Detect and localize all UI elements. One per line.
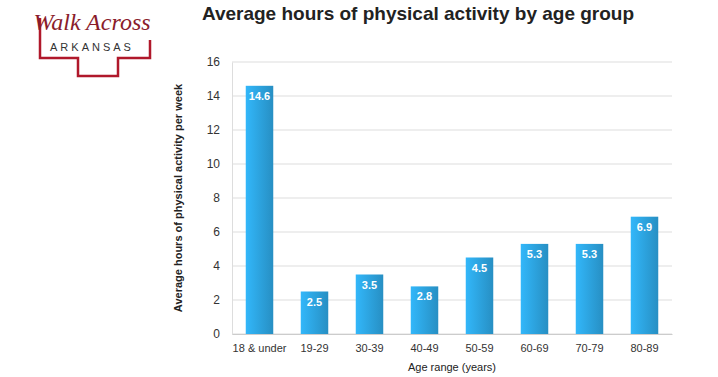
logo: Walk Across ARKANSAS <box>33 9 150 76</box>
tick: 60-69 <box>520 334 548 354</box>
data-label: 5.3 <box>582 248 597 260</box>
data-label: 6.9 <box>637 221 652 233</box>
tick-label: 2 <box>213 293 220 307</box>
tick: 4 <box>213 259 232 273</box>
bar <box>411 286 439 334</box>
data-labels: 14.6 2.5 3.5 2.8 4.5 5.3 5.3 6.9 <box>249 90 652 308</box>
y-axis-title: Average hours of physical activity per w… <box>172 83 184 312</box>
tick: 0 <box>213 327 232 341</box>
grid-line <box>232 334 672 335</box>
data-label: 14.6 <box>249 90 270 102</box>
bars <box>246 86 659 334</box>
tick: 40-49 <box>410 334 438 354</box>
tick-label: 70-79 <box>575 342 603 354</box>
tick-label: 6 <box>213 225 220 239</box>
tick-label: 10 <box>207 157 221 171</box>
tick-label: 14 <box>207 89 221 103</box>
plot: 14.6 2.5 3.5 2.8 4.5 5.3 5.3 6.9 0 2 4 6 8 10 12 14 16 18… <box>207 55 673 353</box>
tick-label: 8 <box>213 191 220 205</box>
grid-line <box>232 96 672 97</box>
bar <box>356 275 384 335</box>
grid <box>232 62 672 334</box>
grid-line <box>232 266 672 267</box>
tick: 2 <box>213 293 232 307</box>
grid-line <box>232 62 672 63</box>
tick-label: 50-59 <box>465 342 493 354</box>
tick-label: 4 <box>213 259 220 273</box>
tick: 19-29 <box>300 334 328 354</box>
tick: 50-59 <box>465 334 493 354</box>
title: Average hours of physical activity by ag… <box>202 3 634 24</box>
grid-line <box>232 164 672 165</box>
tick-label: 60-69 <box>520 342 548 354</box>
x-axis-title: Age range (years) <box>408 361 496 373</box>
tick: 6 <box>213 225 232 239</box>
axis-line <box>232 63 233 335</box>
data-label: 4.5 <box>472 262 487 274</box>
bar <box>631 217 659 334</box>
tick: 80-89 <box>630 334 658 354</box>
tick: 12 <box>207 123 232 137</box>
tick-label: 0 <box>213 327 220 341</box>
grid-line <box>232 130 672 131</box>
tick-label: 40-49 <box>410 342 438 354</box>
bar <box>521 244 549 334</box>
tick-label: 18 & under <box>233 342 287 354</box>
tick: 10 <box>207 157 232 171</box>
x-axis: 18 & under 19-29 30-39 40-49 50-59 60-69 70-79… <box>233 334 673 354</box>
tick-label: 19-29 <box>300 342 328 354</box>
chart: Walk Across ARKANSAS Average hours of phys… <box>0 0 718 377</box>
bar <box>466 258 494 335</box>
tick: 16 <box>207 55 232 69</box>
bar <box>301 292 329 335</box>
tick-label: 12 <box>207 123 221 137</box>
tick-label: 30-39 <box>355 342 383 354</box>
tick: 18 & under <box>233 334 287 354</box>
tick: 14 <box>207 89 232 103</box>
bar <box>576 244 604 334</box>
grid-line <box>232 232 672 233</box>
y-axis: 0 2 4 6 8 10 12 14 16 <box>207 55 233 341</box>
grid-line <box>232 198 672 199</box>
data-label: 5.3 <box>527 248 542 260</box>
grid-line <box>232 300 672 301</box>
tick: 70-79 <box>575 334 603 354</box>
data-label: 2.8 <box>417 290 432 302</box>
tick-label: 80-89 <box>630 342 658 354</box>
tick: 8 <box>213 191 232 205</box>
logo-subtitle: ARKANSAS <box>50 41 134 53</box>
tick-label: 16 <box>207 55 221 69</box>
data-label: 3.5 <box>362 279 377 291</box>
axis-line <box>233 334 673 335</box>
data-label: 2.5 <box>307 296 322 308</box>
bar <box>246 86 274 334</box>
logo-title: Walk Across <box>33 9 150 35</box>
tick: 30-39 <box>355 334 383 354</box>
